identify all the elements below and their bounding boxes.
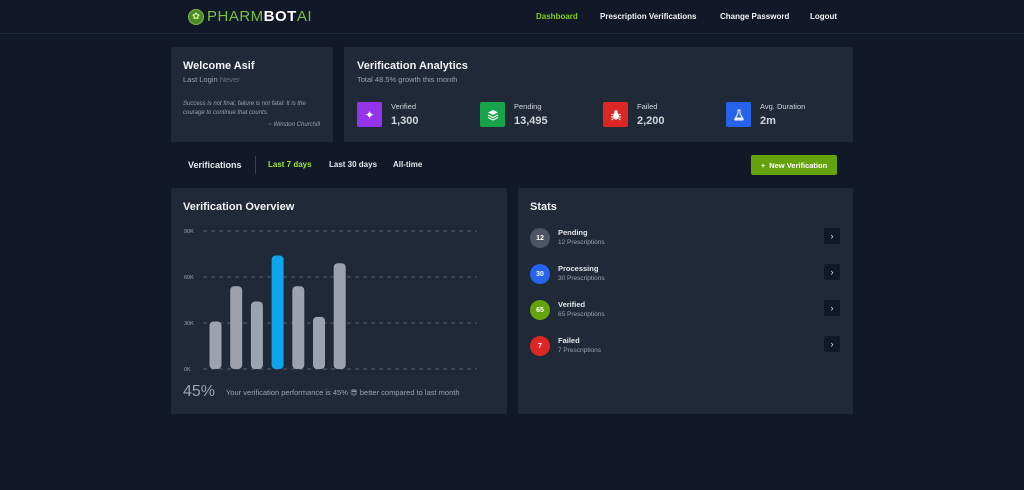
welcome-card: Welcome Asif Last Login Never Success is… [171, 47, 333, 142]
nav-logout[interactable]: Logout [810, 12, 838, 21]
stats-card: Stats 12 Pending 12 Prescriptions › 30 P… [518, 188, 853, 414]
nav-prescription-verifications[interactable]: Prescription Verifications [600, 12, 697, 21]
brand-name: PHARMBOTAI [207, 8, 313, 25]
y-tick-label: 30K [184, 321, 194, 327]
top-navbar: ✿ PHARMBOTAI Dashboard Prescription Veri… [0, 0, 1024, 34]
chart-bar[interactable] [292, 286, 305, 369]
chart-bar[interactable] [209, 321, 222, 369]
nav-dashboard[interactable]: Dashboard [536, 12, 578, 21]
filter-last-30-days[interactable]: Last 30 days [329, 160, 378, 169]
leaf-icon: ✿ [188, 8, 204, 25]
performance-text: Your verification performance is 45% 😎 b… [226, 387, 460, 397]
stat-row-pending: 12 Pending 12 Prescriptions › [530, 228, 840, 250]
verifications-label: Verifications [188, 160, 242, 170]
analytics-subtitle: Total 48.5% growth this month [357, 75, 458, 84]
metric-avg-duration: Avg. Duration 2m [726, 102, 805, 127]
last-login: Last Login Never [183, 75, 240, 84]
overview-card: Verification Overview 0K 30K 60K 90K 45% Yo… [171, 188, 507, 414]
quote-author: ~ Winston Churchill [268, 122, 320, 128]
sparkles-icon: ✦ [357, 102, 382, 127]
verification-bar-chart: 0K 30K 60K 90K [184, 229, 477, 373]
chevron-right-icon[interactable]: › [824, 228, 840, 244]
stat-row-verified: 65 Verified 65 Prescriptions › [530, 300, 840, 322]
brand-logo[interactable]: ✿ PHARMBOTAI [188, 8, 312, 25]
y-tick-label: 0K [184, 367, 191, 373]
chart-bar[interactable] [250, 301, 263, 369]
metric-pending: Pending 13,495 [480, 102, 548, 127]
stat-count-badge: 65 [530, 300, 550, 320]
filter-divider [255, 156, 256, 174]
filter-last-7-days[interactable]: Last 7 days [268, 160, 312, 169]
stat-row-processing: 30 Processing 30 Prescriptions › [530, 264, 840, 286]
new-verification-button[interactable]: + New Verification [751, 155, 837, 175]
chevron-right-icon[interactable]: › [824, 336, 840, 352]
analytics-title: Verification Analytics [357, 60, 468, 72]
stat-name: Processing [558, 264, 599, 273]
chart-bar[interactable] [230, 286, 243, 369]
chart-bar[interactable] [313, 316, 325, 369]
metric-failed: Failed 2,200 [603, 102, 665, 127]
motivational-quote: Success is not final, failure is not fat… [183, 101, 306, 116]
chevron-right-icon[interactable]: › [824, 300, 840, 316]
welcome-title: Welcome Asif [183, 60, 255, 72]
overview-title: Verification Overview [183, 201, 295, 213]
flask-icon [726, 102, 751, 127]
nav-change-password[interactable]: Change Password [720, 12, 790, 21]
filter-all-time[interactable]: All-time [393, 160, 423, 169]
chevron-right-icon[interactable]: › [824, 264, 840, 280]
stat-subtitle: 65 Prescriptions [558, 311, 605, 318]
chart-bar[interactable] [333, 263, 346, 369]
layers-icon [480, 102, 505, 127]
analytics-card: Verification Analytics Total 48.5% growt… [344, 47, 853, 142]
stat-count-badge: 7 [530, 336, 550, 356]
plus-icon: + [760, 160, 766, 170]
chart-bar[interactable] [271, 255, 284, 369]
stat-name: Verified [558, 300, 586, 309]
y-tick-label: 60K [184, 275, 194, 281]
stat-subtitle: 30 Prescriptions [558, 275, 605, 282]
performance-summary: 45% Your verification performance is 45%… [183, 383, 460, 401]
stat-row-failed: 7 Failed 7 Prescriptions › [530, 336, 840, 358]
bug-icon [603, 102, 628, 127]
stat-name: Failed [558, 336, 580, 345]
stat-count-badge: 30 [530, 264, 550, 284]
metric-verified: ✦ Verified 1,300 [357, 102, 419, 127]
stat-subtitle: 7 Prescriptions [558, 347, 601, 354]
stats-title: Stats [530, 201, 557, 213]
stat-subtitle: 12 Prescriptions [558, 239, 605, 246]
stat-name: Pending [558, 228, 588, 237]
y-tick-label: 90K [184, 229, 194, 235]
performance-percent: 45% [183, 383, 216, 400]
stat-count-badge: 12 [530, 228, 550, 248]
